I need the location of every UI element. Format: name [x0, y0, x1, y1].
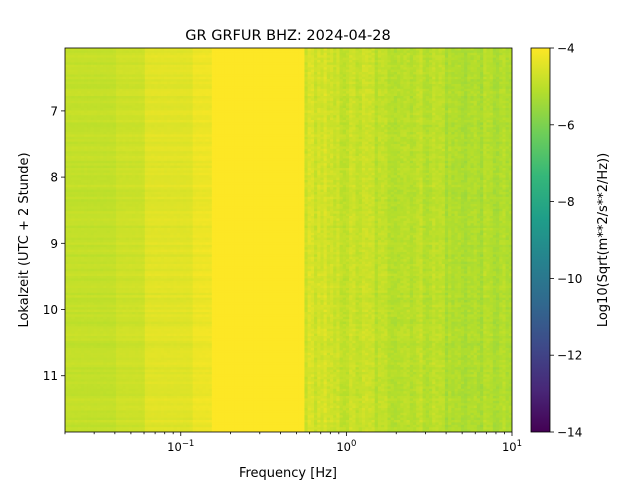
chart-title: GR GRFUR BHZ: 2024-04-28 — [185, 28, 390, 44]
heatmap-cells — [65, 48, 513, 433]
